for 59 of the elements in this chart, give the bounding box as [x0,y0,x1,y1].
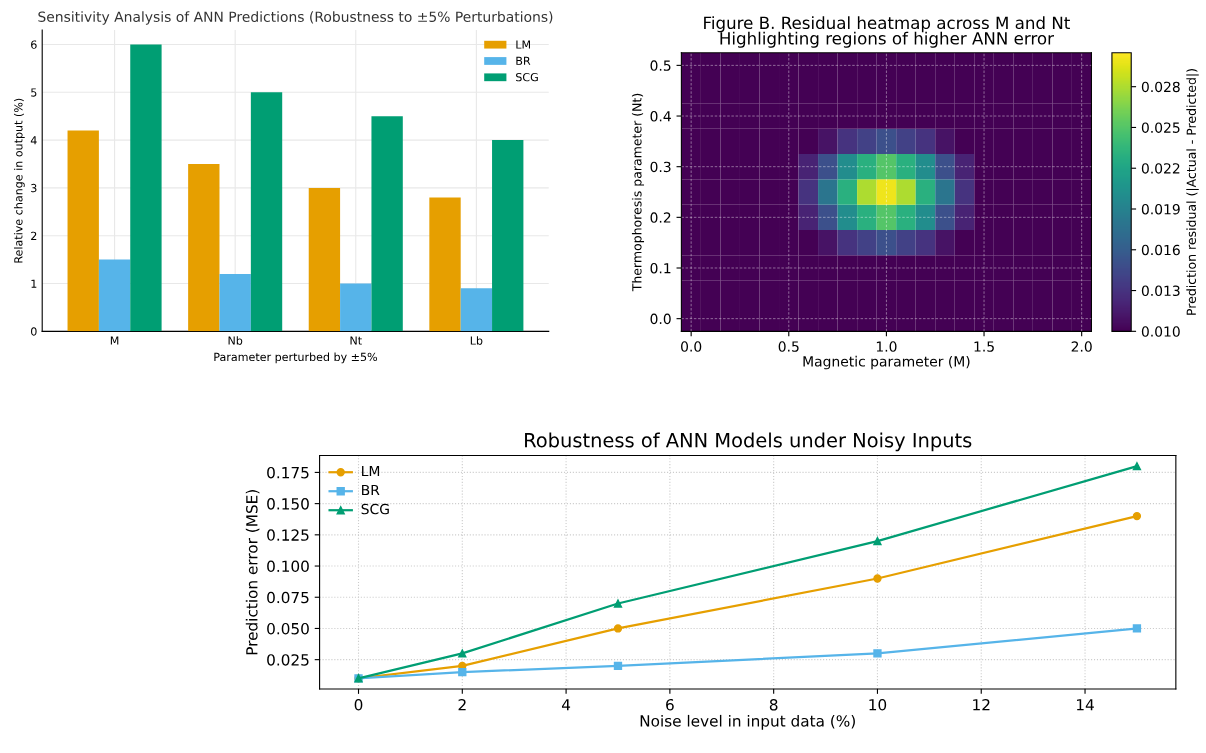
y-tick-label: 0.1 [650,262,671,274]
y-tick-label: 0.0 [650,313,671,325]
x-axis-title: Parameter perturbed by ±5% [214,352,378,364]
x-tick-label: Nb [228,336,243,345]
x-tick-label: 0.0 [681,341,702,352]
legend-label: BR [362,484,380,496]
y-axis-title: Thermophoresis parameter (Nt) [631,93,645,292]
y-tick-label: 3 [31,183,37,193]
x-tick-label: 14 [1076,699,1094,711]
color-bar-label: 0.028 [1141,81,1180,93]
y-tick-label: 1 [31,279,37,288]
x-axis-title: Noise level in input data (%) [640,714,855,730]
x-tick-label: 1.0 [876,341,897,352]
y-tick-label: 5 [31,88,37,97]
y-tick-label: 4 [30,136,37,145]
y-tick-label: 6 [31,40,37,49]
x-tick-label: 4 [561,699,571,711]
color-bar-title: Prediction residual (|Actual - Predicted|) [1186,69,1199,315]
x-tick-label: 0.5 [778,341,799,352]
chart-title: Sensitivity Analysis of ANN Predictions (Robustness to ±5% Perturbations) [38,11,553,25]
y-tick-label: 2 [31,231,37,240]
y-tick-label: 0.5 [650,60,671,71]
x-tick-label: M [110,336,119,345]
x-tick-label: 12 [973,698,990,711]
color-bar-label: 0.025 [1141,122,1180,133]
x-tick-label: 8 [769,698,778,711]
legend-label: BR [516,56,531,65]
y-tick-label: 0.2 [650,212,671,223]
legend-label: LM [362,465,380,477]
color-bar-label: 0.013 [1141,285,1180,297]
y-tick-label: 0.4 [650,111,671,122]
x-tick-label: Lb [470,336,483,345]
y-tick-label: 0.3 [650,161,671,173]
color-bar-label: 0.022 [1141,163,1180,174]
y-tick-label: 0.075 [267,591,309,604]
y-axis-title: Prediction error (MSE) [245,490,260,655]
chart-title: Robustness of ANN Models under Noisy Inputs [525,432,972,452]
x-tick-label: 10 [869,698,887,711]
y-tick-label: 0.025 [267,654,309,666]
y-tick-label: 0.125 [267,529,309,541]
y-tick-label: 0 [31,327,37,336]
color-bar-label: 0.016 [1141,244,1180,256]
chart-title: Figure B. Residual heatmap across M and Nt Highlighting regions of higher ANN error [704,16,1070,48]
legend-label: SCG [516,72,538,82]
x-tick-label: Nt [350,336,362,345]
y-tick-label: 0.050 [267,622,309,635]
color-bar-label: 0.010 [1141,326,1180,337]
x-tick-label: 2 [458,698,466,711]
x-tick-label: 2.0 [1071,341,1092,352]
legend-label: SCG [361,503,389,515]
color-bar-label: 0.019 [1141,203,1180,215]
x-tick-label: 1.5 [974,341,994,352]
x-tick-label: 0 [354,698,363,711]
legend-label: LM [516,40,530,49]
y-axis-title: Relative change in output (%) [13,98,25,263]
x-axis-title: Magnetic parameter (M) [803,355,970,370]
y-tick-label: 0.100 [267,560,309,573]
y-tick-label: 0.175 [267,466,309,479]
y-tick-label: 0.150 [267,498,309,510]
